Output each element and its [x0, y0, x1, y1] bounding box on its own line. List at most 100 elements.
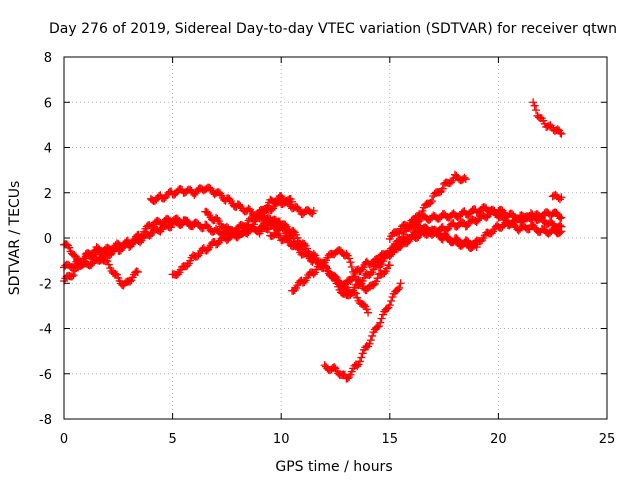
data-point-marker [373, 274, 382, 283]
data-point-marker [126, 277, 135, 286]
data-point-marker [414, 232, 423, 241]
x-tick-label: 20 [490, 432, 507, 447]
data-point-marker [366, 336, 375, 345]
y-tick-label: 4 [44, 142, 52, 157]
data-point-marker [374, 322, 383, 331]
data-point-marker [366, 270, 375, 279]
data-point-marker [68, 272, 77, 281]
data-point-marker [346, 276, 355, 285]
data-point-marker [342, 249, 351, 258]
data-point-marker [96, 256, 105, 265]
data-point-marker [393, 285, 402, 294]
series-track-q [529, 98, 566, 138]
data-point-marker [357, 353, 366, 362]
data-point-marker [293, 203, 302, 212]
y-axis-label: SDTVAR / TECUs [7, 181, 23, 296]
series-track-p [407, 208, 566, 249]
data-point-marker [239, 229, 248, 238]
data-point-marker [312, 256, 321, 265]
data-point-marker [103, 257, 112, 266]
data-point-marker [438, 184, 447, 193]
data-point-marker [241, 222, 250, 231]
tick-layer: 0 5 10 15 20 25 -8 -6 -4 -2 0 2 4 6 8 [39, 51, 615, 447]
data-point-marker [530, 101, 539, 110]
data-point-marker [498, 222, 507, 231]
data-point-marker [203, 245, 212, 254]
data-point-marker [254, 210, 263, 219]
data-point-marker [355, 357, 364, 366]
data-point-marker [353, 362, 362, 371]
data-point-marker [557, 227, 566, 236]
data-point-marker [362, 305, 371, 314]
data-point-marker [71, 252, 80, 261]
data-point-marker [383, 251, 392, 260]
data-point-marker [373, 322, 382, 331]
series-track-r [548, 190, 566, 204]
data-point-marker [300, 278, 309, 287]
data-point-marker [300, 239, 309, 248]
data-point-marker [358, 349, 367, 358]
data-point-marker [557, 193, 566, 202]
data-point-marker [393, 244, 402, 253]
data-point-marker [281, 220, 290, 229]
data-point-marker [347, 262, 356, 271]
data-point-marker [232, 227, 241, 236]
series-track-j [288, 246, 394, 295]
data-point-marker [302, 250, 311, 259]
data-point-marker [556, 214, 565, 223]
data-point-marker [463, 221, 472, 230]
y-tick-label: -4 [39, 323, 52, 338]
data-point-marker [460, 173, 469, 182]
data-point-marker [309, 270, 318, 279]
data-point-marker [385, 261, 394, 270]
data-point-marker [427, 197, 436, 206]
series-track-i [266, 229, 351, 292]
data-point-marker [111, 269, 120, 278]
data-point-marker [345, 254, 354, 263]
data-point-marker [529, 221, 538, 230]
series-track-c [60, 216, 199, 270]
data-point-marker [446, 178, 455, 187]
data-point-marker [395, 283, 404, 292]
x-tick-label: 10 [273, 432, 290, 447]
data-point-marker [380, 269, 389, 278]
y-tick-label: -2 [39, 277, 52, 292]
data-point-marker [529, 98, 538, 107]
series-track-h [255, 215, 373, 317]
data-point-marker [368, 331, 377, 340]
data-point-marker [557, 129, 566, 138]
data-point-marker [260, 205, 269, 214]
data-point-marker [288, 197, 297, 206]
x-tick-label: 0 [60, 432, 68, 447]
chart-title: Day 276 of 2019, Sidereal Day-to-day VTE… [49, 21, 617, 37]
y-tick-label: 0 [44, 232, 52, 247]
data-point-marker [395, 242, 404, 251]
data-point-marker [330, 363, 339, 372]
data-point-marker [183, 261, 192, 270]
data-point-marker [117, 246, 126, 255]
x-tick-label: 5 [168, 432, 176, 447]
x-tick-label: 15 [382, 432, 399, 447]
data-point-marker [133, 267, 142, 276]
y-tick-label: -6 [39, 368, 52, 383]
data-point-marker [190, 220, 199, 229]
data-point-marker [136, 238, 145, 247]
data-point-marker [557, 213, 566, 222]
data-point-marker [167, 223, 176, 232]
data-point-marker [376, 318, 385, 327]
data-point-marker [225, 195, 234, 204]
data-point-marker [387, 297, 396, 306]
data-point-marker [360, 300, 369, 309]
y-tick-label: -8 [39, 413, 52, 428]
data-point-marker [176, 220, 185, 229]
data-point-marker [423, 225, 432, 234]
data-point-marker [459, 218, 468, 227]
data-point-marker [364, 308, 373, 317]
y-tick-label: 8 [44, 51, 52, 66]
data-point-marker [556, 128, 565, 137]
series-track-k [320, 279, 405, 383]
data-point-marker [461, 175, 470, 184]
data-point-marker [395, 228, 404, 237]
data-point-marker [309, 206, 318, 215]
data-layer [60, 98, 566, 383]
